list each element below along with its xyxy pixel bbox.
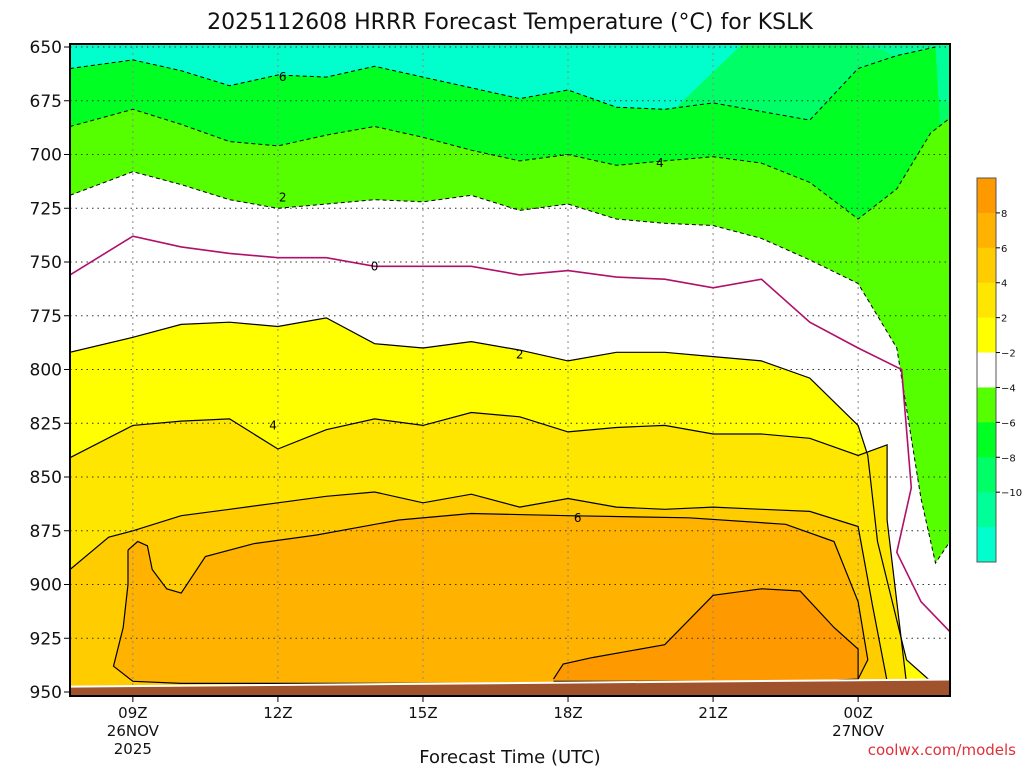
colorbar-label: −2	[1001, 349, 1016, 360]
contour-line	[70, 235, 950, 633]
fill-band-8-10	[553, 588, 859, 682]
contour-label: 2	[279, 191, 287, 205]
colorbar-swatch	[977, 422, 996, 458]
colorbar-swatch	[977, 527, 996, 563]
contour-labels: 6 4 2 0 2 4 6	[269, 70, 663, 525]
y-tick-label: 675	[30, 92, 62, 112]
contour-line	[112, 512, 869, 684]
x-tick-label: 00Z	[843, 704, 872, 722]
y-tick-label: 725	[30, 199, 62, 219]
chart-title: 2025112608 HRRR Forecast Temperature (°C…	[207, 10, 813, 35]
ground-strip	[70, 679, 950, 696]
colorbar-legend: 8 6 4 2 −2 −4 −6 −8 −10	[976, 177, 1022, 563]
colorbar-label: −6	[1001, 418, 1016, 429]
colorbar-swatch	[977, 178, 996, 214]
contour-line	[70, 491, 888, 682]
contour-line	[552, 588, 859, 682]
contour-label: 0	[371, 259, 379, 273]
colorbar-label: 8	[1001, 209, 1007, 220]
y-tick-label: 825	[30, 414, 62, 434]
colorbar-label: 2	[1001, 314, 1007, 325]
y-tick-label: 775	[30, 307, 62, 327]
y-tick-label: 925	[30, 629, 62, 649]
contour-label: 4	[269, 418, 277, 432]
contour-line	[70, 317, 936, 686]
contour-label: 4	[656, 156, 664, 170]
y-axis: 650 675 700 725 750 775 800 825 850 875 900 925 950	[30, 38, 70, 703]
colorbar-swatch	[977, 492, 996, 528]
colorbar-swatch	[977, 317, 996, 354]
contour-line	[70, 108, 950, 220]
x-tick-label: 12Z	[263, 704, 292, 722]
y-tick-label: 850	[30, 468, 62, 488]
x-tick-date: 27NOV	[832, 722, 885, 740]
ground-layer	[70, 678, 950, 696]
colorbar-label: −4	[1001, 383, 1016, 394]
y-tick-label: 750	[30, 253, 62, 273]
colorbar-label: 6	[1001, 244, 1007, 255]
colorbar-swatch	[977, 457, 996, 493]
ground-edge-line	[70, 678, 950, 688]
contour-line	[70, 171, 950, 565]
y-tick-label: 650	[30, 38, 62, 58]
contour-line	[70, 46, 936, 121]
y-tick-label: 875	[30, 522, 62, 542]
x-tick-label: 09Z	[118, 704, 147, 722]
contour-label: 2	[516, 347, 524, 361]
colorbar-label: −8	[1001, 453, 1016, 464]
x-tick-year: 2025	[114, 740, 152, 758]
contour-line	[70, 411, 908, 684]
x-axis-title: Forecast Time (UTC)	[419, 747, 600, 768]
y-tick-label: 950	[30, 683, 62, 703]
colorbar-frame	[976, 177, 997, 563]
y-tick-label: 800	[30, 361, 62, 381]
y-tick-label: 900	[30, 576, 62, 596]
contour-label: 6	[279, 70, 287, 84]
plot-area: 6 4 2 0 2 4 6	[70, 44, 950, 696]
x-tick-label: 15Z	[408, 704, 437, 722]
colorbar-swatch	[977, 282, 996, 319]
x-tick-date: 26NOV	[107, 722, 160, 740]
x-tick-label: 18Z	[553, 704, 582, 722]
colorbar-swatch	[977, 352, 996, 388]
contour-label: 6	[574, 511, 582, 525]
y-tick-label: 700	[30, 146, 62, 166]
credit-text[interactable]: coolwx.com/models	[868, 741, 1016, 759]
colorbar-swatch	[977, 247, 996, 284]
colorbar-swatch	[977, 387, 996, 423]
colorbar-label: −10	[1001, 488, 1022, 499]
x-tick-label: 21Z	[698, 704, 727, 722]
colorbar-swatch	[977, 212, 996, 249]
contour-lines	[70, 46, 950, 686]
colorbar-label: 4	[1001, 279, 1007, 290]
